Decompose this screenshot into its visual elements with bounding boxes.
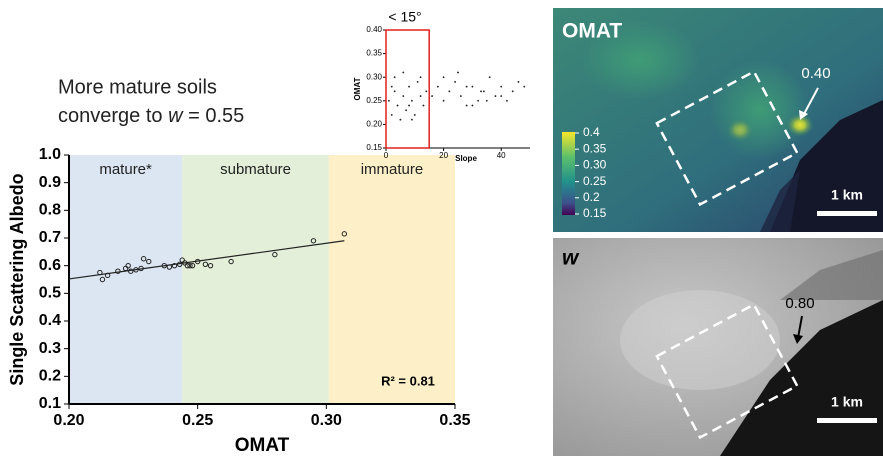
y-tick-label: 0.30 [366,72,382,81]
point [426,91,427,92]
stat-label: R² = 0.81 [381,373,435,388]
point [472,86,473,87]
y-tick-label: 0.2 [39,368,61,385]
point [411,100,412,101]
point [443,77,444,78]
point [397,105,398,106]
point [506,100,507,101]
point [408,105,409,106]
x-tick-label: 20 [439,151,448,160]
point [414,114,415,115]
point [423,105,424,106]
x-axis-label: OMAT [235,435,290,456]
point [518,81,519,82]
x-tick-label: 0.30 [311,412,342,429]
scale-bar-label: 1 km [831,394,863,410]
w-map [553,238,883,456]
colorbar-label: 0.15 [583,206,607,220]
y-tick-label: 0.9 [39,174,61,191]
point [480,91,481,92]
point [405,110,406,111]
point [489,77,490,78]
point [403,95,404,96]
point [431,95,432,96]
point [449,91,450,92]
annotation-text: converge to [58,105,163,127]
panel-label: OMAT [562,20,622,43]
point [466,86,467,87]
point [501,95,502,96]
x-tick-label: 0 [384,151,389,160]
point [411,119,412,120]
point [472,105,473,106]
region [182,155,329,404]
annotation: More mature soils [58,76,217,98]
chart-title: < 15° [388,9,421,25]
y-tick-label: 0.5 [39,285,61,302]
panel-annotation: 0.80 [785,295,814,312]
point [394,77,395,78]
point [495,95,496,96]
point [460,95,461,96]
y-axis-label: OMAT [353,77,362,100]
y-tick-label: 0.7 [39,229,61,246]
point [512,91,513,92]
point [388,100,389,101]
point [420,95,421,96]
point [394,91,395,92]
point [408,86,409,87]
colorbar-label: 0.4 [583,125,600,139]
point [391,114,392,115]
region-label: immature [361,161,424,178]
colorbar-label: 0.35 [583,141,607,155]
y-tick-label: 0.6 [39,257,61,274]
colorbar-label: 0.25 [583,174,607,188]
x-tick-label: 40 [497,151,506,160]
point [403,72,404,73]
region-label: mature* [99,161,152,178]
x-tick-label: 0.20 [53,412,84,429]
y-tick-label: 1.0 [39,146,61,163]
point [466,105,467,106]
y-tick-label: 0.25 [366,96,382,105]
y-tick-label: 0.8 [39,202,61,219]
point [483,91,484,92]
region [69,155,182,404]
region [329,155,455,404]
panel-label: w [562,247,580,270]
scale-bar-label: 1 km [831,187,863,203]
annotation: converge to w = 0.55 [58,105,244,127]
chart-canvas: OMAT 0.40 1 km w 0.80 1 km More mature s… [0,0,883,458]
panel-annotation: 0.40 [801,65,830,82]
point [501,86,502,87]
y-tick-label: 0.20 [366,120,382,129]
point [443,100,444,101]
point [477,100,478,101]
point [391,86,392,87]
point [454,81,455,82]
region-label: submature [220,161,291,178]
point [486,100,487,101]
annotation-text: = 0.55 [183,105,245,127]
point [524,86,525,87]
x-tick-label: 0.35 [439,412,470,429]
y-tick-label: 0.15 [366,143,382,152]
point [400,119,401,120]
y-tick-label: 0.3 [39,340,61,357]
y-tick-label: 0.40 [366,25,382,34]
y-tick-label: 0.35 [366,49,382,58]
point [417,81,418,82]
x-tick-label: 0.25 [182,412,213,429]
colorbar-label: 0.30 [583,158,607,172]
highlight-box [386,30,429,148]
y-tick-label: 0.4 [39,312,61,329]
x-axis-label: Slope [455,154,477,163]
colorbar-label: 0.2 [583,190,600,204]
point [420,77,421,78]
point [457,72,458,73]
figure: {"chart_data": [ {"type": "scatter", "an… [0,0,883,458]
y-tick-label: 0.1 [39,395,61,412]
y-axis-label: Single Scattering Albedo [7,173,27,385]
point [437,86,438,87]
